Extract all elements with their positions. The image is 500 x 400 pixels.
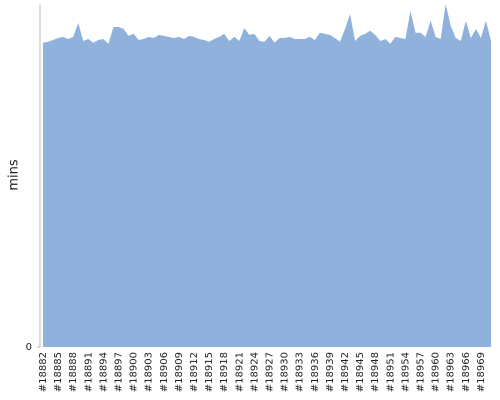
x-tick-label: #18933 [295, 352, 306, 392]
x-tick-label: #18939 [325, 352, 336, 392]
x-tick-label: #18945 [355, 352, 366, 392]
x-tick-label: #18957 [416, 352, 427, 392]
x-tick-label: #18918 [219, 352, 230, 392]
x-tick-label: #18900 [129, 352, 140, 392]
x-tick-label: #18897 [114, 352, 125, 392]
x-tick-label: #18915 [204, 352, 215, 392]
x-tick-label: #18888 [68, 352, 79, 392]
x-tick-label: #18936 [310, 352, 321, 392]
area [43, 4, 491, 347]
x-tick-label: #18960 [431, 352, 442, 392]
x-tick-label: #18927 [265, 352, 276, 392]
x-tick-label: #18924 [249, 352, 260, 392]
x-tick-label: #18963 [446, 352, 457, 392]
x-tick-label: #18885 [53, 352, 64, 392]
x-tick-label: #18891 [83, 352, 94, 392]
x-tick-label: #18930 [280, 352, 291, 392]
x-tick-label: #18969 [476, 352, 487, 392]
x-tick-label: #18942 [340, 352, 351, 392]
x-tick-label: #18903 [144, 352, 155, 392]
x-tick-label: #18966 [461, 352, 472, 392]
x-tick-label: #18912 [189, 352, 200, 392]
x-tick-label: #18909 [174, 352, 185, 392]
x-tick-label: #18921 [234, 352, 245, 392]
x-tick-label: #18894 [98, 352, 109, 392]
x-tick-label: #18951 [385, 352, 396, 392]
x-tick-label: #18954 [400, 352, 411, 392]
x-tick-label: #18906 [159, 352, 170, 392]
x-tick-label: #18948 [370, 352, 381, 392]
x-tick-label: #18882 [38, 352, 49, 392]
y-axis-label: mins [7, 159, 22, 191]
y-tick-label: 0 [26, 342, 32, 353]
